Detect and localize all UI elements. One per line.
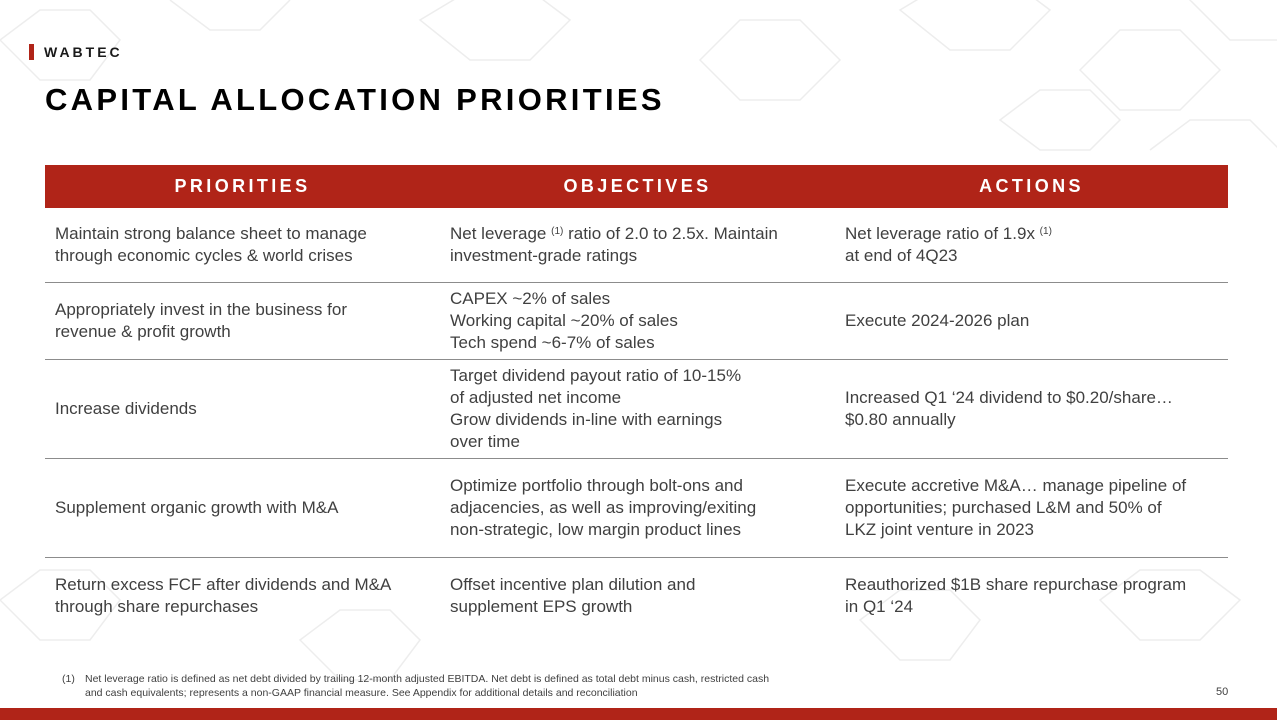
table-body: Maintain strong balance sheet to manage … [45, 208, 1228, 633]
page-title: CAPITAL ALLOCATION PRIORITIES [45, 82, 665, 117]
action-cell: Net leverage ratio of 1.9x (1) at end of… [845, 224, 1052, 265]
priority-cell: Supplement organic growth with M&A [55, 498, 339, 517]
table-row: Return excess FCF after dividends and M&… [45, 558, 1228, 633]
footnote-marker: (1) [551, 226, 564, 237]
action-cell: Execute 2024-2026 plan [845, 311, 1030, 330]
table-row: Maintain strong balance sheet to manage … [45, 208, 1228, 283]
footnote-text: Net leverage ratio is defined as net deb… [85, 673, 770, 699]
footnote: (1) Net leverage ratio is defined as net… [62, 672, 769, 700]
column-header-actions: ACTIONS [979, 176, 1084, 196]
column-header-priorities: PRIORITIES [174, 176, 311, 196]
table-row: Appropriately invest in the business for… [45, 283, 1228, 360]
brand-logo: WABTEC [44, 44, 123, 60]
objective-cell: Target dividend payout ratio of 10-15% o… [450, 366, 742, 451]
action-cell: Reauthorized $1B share repurchase progra… [845, 574, 1187, 616]
priority-cell: Appropriately invest in the business for… [55, 300, 347, 341]
footnote-number: (1) [62, 673, 75, 685]
action-cell: Execute accretive M&A… manage pipeline o… [845, 476, 1187, 539]
table-header: PRIORITIES OBJECTIVES ACTIONS [45, 165, 1228, 208]
table-row: Supplement organic growth with M&A Optim… [45, 459, 1228, 558]
table-row: Increase dividends Target dividend payou… [45, 360, 1228, 459]
objective-cell: CAPEX ~2% of sales Working capital ~20% … [450, 289, 678, 352]
column-header-objectives: OBJECTIVES [563, 176, 712, 196]
action-cell: Increased Q1 ‘24 dividend to $0.20/share… [845, 388, 1173, 429]
page-number: 50 [1216, 686, 1229, 698]
objective-cell: Optimize portfolio through bolt-ons and … [450, 476, 757, 539]
priority-cell: Return excess FCF after dividends and M&… [55, 574, 392, 616]
footnote-marker: (1) [1039, 226, 1052, 237]
priority-cell: Increase dividends [55, 399, 197, 418]
brand-accent-bar [29, 44, 34, 60]
objective-cell: Offset incentive plan dilution and suppl… [450, 574, 696, 616]
footer-accent-bar [0, 708, 1277, 720]
priorities-table: PRIORITIES OBJECTIVES ACTIONS Maintain s… [45, 165, 1228, 633]
objective-cell: Net leverage (1) ratio of 2.0 to 2.5x. M… [450, 224, 778, 265]
priority-cell: Maintain strong balance sheet to manage … [55, 224, 367, 265]
